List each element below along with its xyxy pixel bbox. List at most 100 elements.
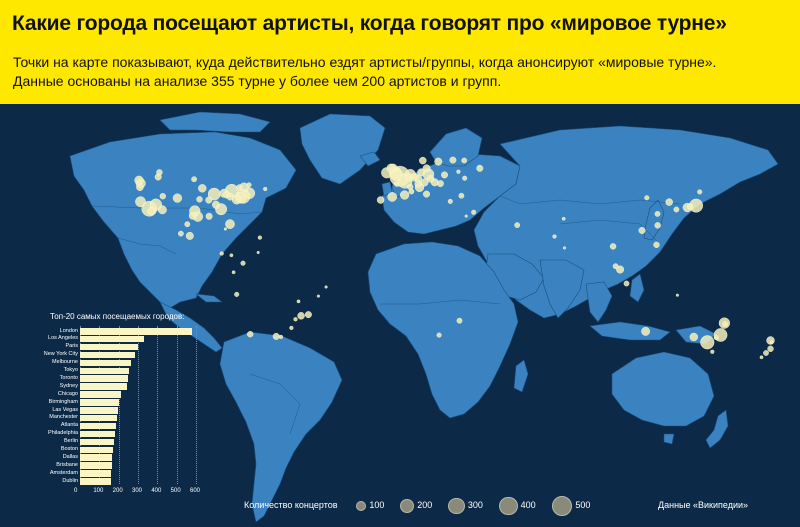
world-map [0, 104, 800, 527]
tour-dot [423, 190, 430, 198]
city-bar [80, 351, 136, 359]
city-label: Chicago [57, 390, 78, 397]
city-bar [80, 367, 130, 374]
city-bar [80, 462, 112, 469]
tour-dot [426, 175, 435, 183]
axis-tick-label: 0 [74, 488, 78, 494]
tour-dot [219, 251, 224, 256]
city-label: Tokyo [63, 367, 78, 373]
tour-dot [304, 311, 312, 319]
tour-dot [297, 312, 305, 320]
tour-dot [449, 156, 457, 164]
tour-dot [136, 183, 144, 192]
landmass-cuba [195, 293, 223, 303]
city-label: Melbourne [52, 359, 78, 366]
city-label: Brisbane [56, 461, 78, 468]
tour-dot [212, 200, 220, 209]
landmass-madagascar [513, 359, 529, 393]
landmasses [69, 111, 779, 523]
city-label: London [59, 327, 78, 334]
axis-gridline [138, 326, 139, 484]
tour-dot [673, 206, 680, 213]
source-note: Данные «Википедии» [658, 500, 749, 510]
border-us-canada [91, 205, 263, 215]
city-bar [80, 328, 193, 335]
tour-dot [223, 227, 227, 231]
tour-dot [700, 335, 715, 350]
page-subtitle: Точки на карте показывают, куда действит… [13, 53, 793, 91]
legend-circle [551, 495, 573, 517]
legend-label: 400 [520, 500, 536, 510]
tour-dot [172, 193, 183, 203]
tour-dot [293, 317, 298, 322]
tour-dot [759, 355, 764, 360]
city-label: Dublin [62, 477, 78, 484]
legend-circle [356, 500, 367, 512]
tour-dot [231, 270, 236, 275]
landmass-central-america [159, 301, 223, 353]
tour-dot [441, 171, 448, 179]
axis-tick-label: 500 [170, 488, 181, 494]
legend-label: 300 [467, 500, 483, 510]
tour-dot [157, 205, 167, 215]
tour-dot [229, 253, 234, 258]
landmass-new-zealand [705, 409, 729, 449]
tour-dot [147, 206, 156, 216]
legend-label: 500 [575, 500, 591, 510]
city-bar [80, 383, 128, 390]
landmass-south-america [219, 331, 343, 523]
tour-dot [234, 291, 240, 297]
tour-dot [447, 198, 453, 204]
legend-label: 200 [417, 500, 433, 510]
landmass-philippines [629, 273, 645, 303]
city-label: Atlanta [60, 422, 78, 429]
tour-dot [278, 334, 283, 339]
ranking-title: Топ-20 самых посещаемых городов: [50, 312, 185, 321]
tour-dot [191, 176, 197, 183]
city-label: New York City [43, 351, 78, 358]
tour-dot [247, 331, 254, 338]
tour-dot [687, 203, 694, 210]
legend-circle [400, 499, 415, 513]
city-label: Berlin [63, 438, 78, 445]
tour-dot [514, 222, 521, 228]
city-label: Philadelphia [48, 430, 78, 437]
city-label: Las Vegas [52, 406, 78, 413]
tour-dot [205, 212, 213, 220]
tour-dot [763, 350, 769, 356]
city-bar [80, 391, 121, 398]
landmass-ireland [381, 181, 393, 197]
tour-dot [456, 317, 463, 324]
tour-dot [710, 349, 715, 354]
city-label: Boston [60, 446, 78, 452]
city-bar [80, 422, 116, 430]
tour-dot [196, 196, 203, 203]
legend-label: 100 [369, 500, 385, 510]
tour-dot [697, 189, 703, 195]
tour-dot [408, 188, 415, 195]
city-bar [80, 359, 132, 367]
tour-dot [665, 198, 673, 206]
tour-dot [419, 156, 427, 165]
tour-dot [436, 180, 444, 188]
tour-dot [316, 294, 320, 298]
tour-dot [263, 186, 268, 192]
tour-dot [387, 192, 398, 202]
city-bar [80, 414, 117, 422]
axis-gridline [196, 326, 197, 484]
tour-dot [623, 280, 630, 287]
landmass-greenland [299, 113, 386, 185]
tour-dot [562, 246, 567, 250]
tour-dot [561, 216, 566, 221]
city-label: Sydney [59, 382, 78, 389]
tour-dot [400, 190, 410, 200]
axis-gridline [118, 326, 120, 484]
tour-dot [461, 157, 468, 164]
tour-dot [135, 196, 146, 208]
tour-dot [471, 209, 477, 215]
country-borders [91, 195, 681, 435]
tour-dot [654, 222, 661, 229]
city-bar [80, 454, 112, 461]
border-china [559, 219, 661, 245]
border-russia [499, 195, 681, 205]
